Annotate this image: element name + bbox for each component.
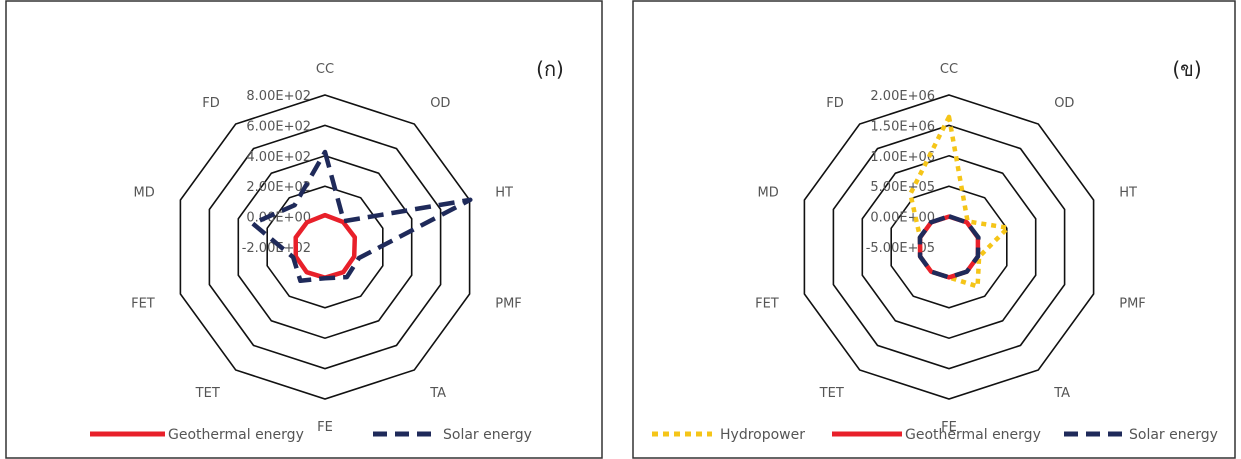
legend-label: Hydropower bbox=[720, 427, 805, 443]
category-label: FET bbox=[755, 296, 779, 311]
radial-tick-label: 2.00E+02 bbox=[246, 180, 311, 195]
category-label: FD bbox=[826, 96, 844, 111]
series-line-hydropower bbox=[908, 114, 1011, 289]
legend-label: Geothermal energy bbox=[168, 427, 304, 443]
radial-tick-label: -5.00E+05 bbox=[866, 241, 935, 256]
grid-ring bbox=[861, 154, 1037, 340]
radial-tick-label: 8.00E+02 bbox=[246, 89, 311, 104]
panel-label: (ก) bbox=[536, 57, 564, 81]
radial-tick-label: 5.00E+05 bbox=[870, 180, 935, 195]
radial-tick-label: 1.50E+06 bbox=[870, 119, 935, 134]
radial-tick-label: 6.00E+02 bbox=[246, 119, 311, 134]
panel-label: (ข) bbox=[1172, 57, 1201, 81]
category-label: PMF bbox=[1119, 296, 1146, 311]
chart-frame bbox=[632, 0, 1236, 459]
category-label: MD bbox=[758, 186, 779, 201]
chart-panel-b: -5.00E+05 0.00E+00 5.00E+05 1.00E+06 1.50E+0… bbox=[632, 0, 1236, 459]
category-label: OD bbox=[1054, 96, 1074, 111]
category-label: FD bbox=[202, 96, 220, 111]
grid-ring bbox=[832, 124, 1066, 370]
category-label: FE bbox=[941, 420, 957, 435]
radar-chart-b: -5.00E+05 0.00E+00 5.00E+05 1.00E+06 1.50E+0… bbox=[632, 0, 1236, 459]
legend-label: Solar energy bbox=[443, 427, 532, 443]
grid-ring bbox=[237, 154, 413, 340]
radar-chart-a: -2.00E+020.00E+002.00E+024.00E+026.00E+0… bbox=[5, 0, 603, 459]
category-label: CC bbox=[316, 62, 334, 77]
grid-ring bbox=[803, 94, 1095, 400]
category-label: MD bbox=[134, 186, 155, 201]
legend-label: Geothermal energy bbox=[905, 427, 1041, 443]
legend-label: Solar energy bbox=[1129, 427, 1218, 443]
radial-tick-label: 2.00E+06 bbox=[870, 89, 935, 104]
grid-ring bbox=[208, 124, 442, 370]
category-label: OD bbox=[430, 96, 450, 111]
category-label: FET bbox=[131, 296, 155, 311]
category-label: HT bbox=[495, 186, 513, 201]
category-label: TET bbox=[819, 386, 844, 401]
category-label: CC bbox=[940, 62, 958, 77]
category-label: TET bbox=[195, 386, 220, 401]
category-label: PMF bbox=[495, 296, 522, 311]
grid-ring bbox=[179, 94, 471, 400]
category-label: HT bbox=[1119, 186, 1137, 201]
category-label: TA bbox=[1053, 386, 1070, 401]
grid-ring bbox=[890, 185, 1008, 309]
radial-tick-label: 4.00E+02 bbox=[246, 150, 311, 165]
category-label: FE bbox=[317, 420, 333, 435]
chart-panel-a: -2.00E+02 0.00E+00 2.00E+02 4.00E+02 6.00E+0… bbox=[5, 0, 603, 459]
radial-tick-label: 1.00E+06 bbox=[870, 150, 935, 165]
category-label: TA bbox=[429, 386, 446, 401]
radial-tick-label: 0.00E+00 bbox=[870, 211, 935, 226]
radial-tick-label: 0.00E+00 bbox=[246, 211, 311, 226]
series-line-solar-energy bbox=[917, 214, 981, 280]
